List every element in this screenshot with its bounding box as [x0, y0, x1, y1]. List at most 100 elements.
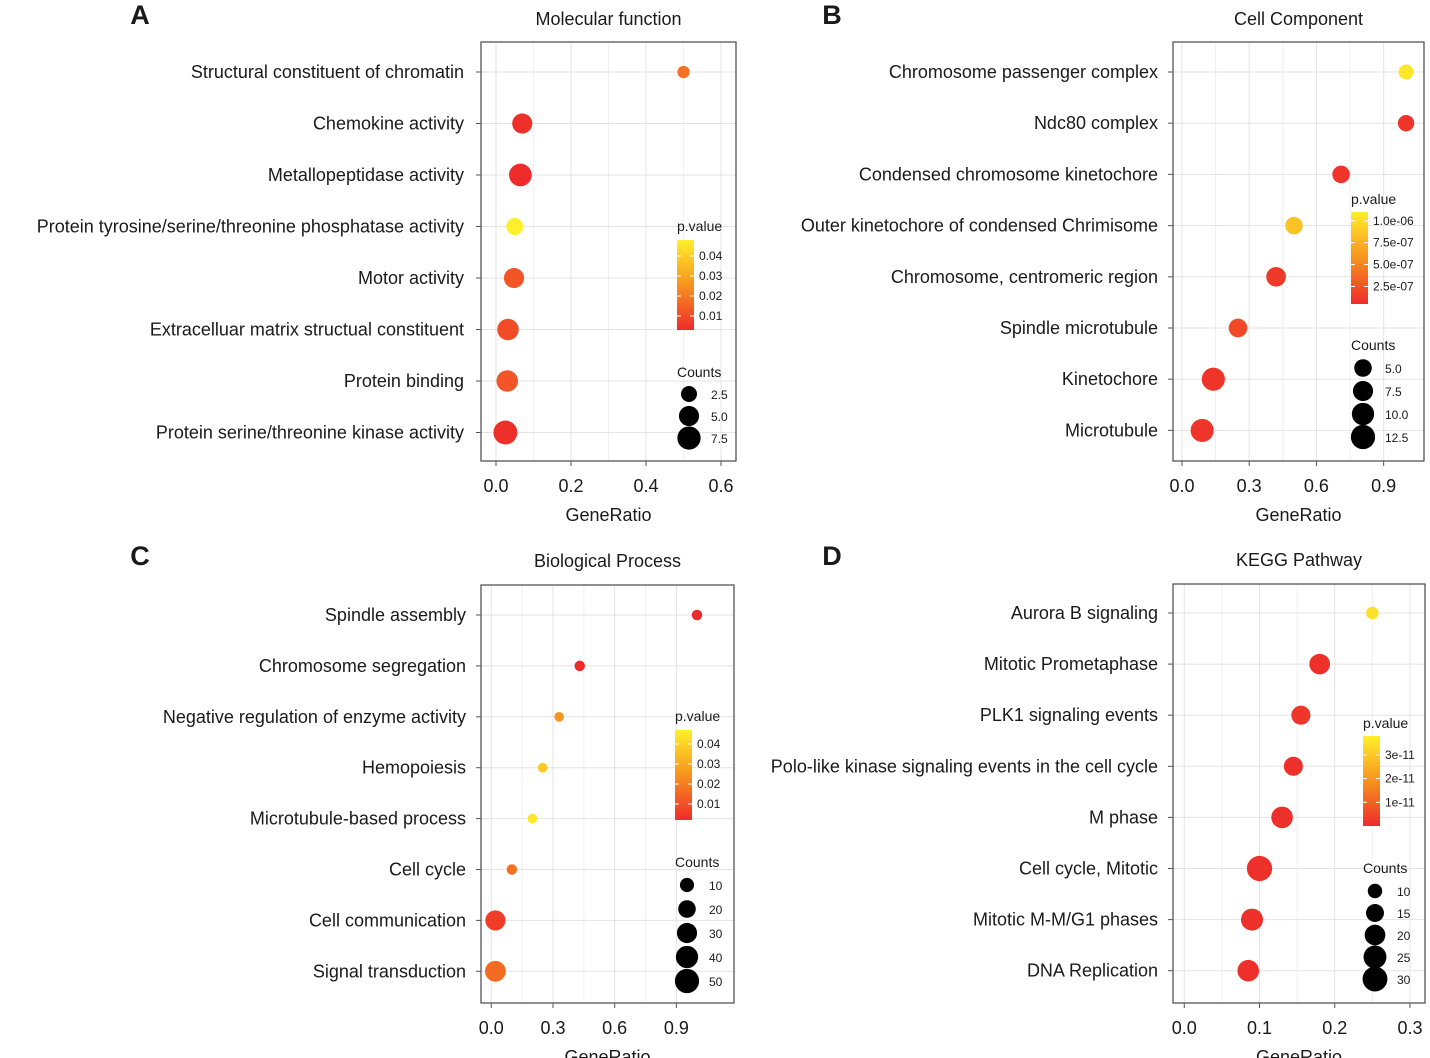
panel-d-counts-tick-label: 20 — [1397, 929, 1411, 943]
panel-c-xtick-label: 0.6 — [602, 1018, 627, 1038]
panel-b-pvalue-tick-label: 5.0e-07 — [1373, 258, 1414, 272]
panel-d-point — [1237, 959, 1260, 982]
panel-b-pvalue-tick-label: 1.0e-06 — [1373, 214, 1414, 228]
panel-d-point — [1366, 606, 1379, 620]
panel-d-category-label: Cell cycle, Mitotic — [1019, 859, 1158, 879]
panel-c-counts-tick-label: 50 — [709, 975, 723, 989]
panel-a-counts-legend-title: Counts — [677, 364, 721, 380]
panel-c-pvalue-tick-label: 0.03 — [697, 757, 721, 771]
panel-c-counts-legend-dot — [674, 968, 700, 994]
panel-a-counts-tick-label: 2.5 — [711, 388, 728, 402]
panel-a-counts-tick-label: 5.0 — [711, 410, 728, 424]
panel-c-category-label: Cell communication — [309, 910, 466, 930]
panel-b-pvalue-colorbar — [1351, 212, 1368, 304]
panel-c-counts-legend-dot — [679, 877, 695, 893]
panel-a-point — [509, 163, 532, 187]
panel-d-category-label: Polo-like kinase signaling events in the… — [771, 756, 1158, 776]
panel-b-xtick-label: 0.0 — [1169, 476, 1194, 496]
panel-a-pvalue-legend-title: p.value — [677, 218, 722, 234]
panel-d-counts-tick-label: 10 — [1397, 885, 1411, 899]
panel-d-counts-tick-label: 25 — [1397, 951, 1411, 965]
panel-d-category-label: Mitotic Prometaphase — [984, 654, 1158, 674]
panel-c-counts-tick-label: 40 — [709, 951, 723, 965]
panel-b-category-label: Microtubule — [1065, 420, 1158, 440]
panel-c-point — [537, 762, 548, 773]
panel-d-point — [1309, 653, 1331, 675]
panel-d-xtick-label: 0.2 — [1322, 1018, 1347, 1038]
panel-c-letter: C — [130, 541, 150, 571]
panel-d-xtick-label: 0.1 — [1247, 1018, 1272, 1038]
panel-b-counts-tick-label: 12.5 — [1385, 431, 1409, 445]
panel-a-pvalue-colorbar — [677, 240, 694, 330]
panel-d-category-label: Aurora B signaling — [1011, 603, 1158, 623]
panel-d: D KEGG Pathway 0.0 0.1 0.2 0.3 GeneRatio Aurora… — [771, 541, 1426, 1058]
panel-d-plot-area — [1173, 584, 1425, 1003]
panel-d-category-label: PLK1 signaling events — [980, 705, 1158, 725]
panel-b-pvalue-tick-label: 7.5e-07 — [1373, 236, 1414, 250]
panel-b-counts-tick-label: 7.5 — [1385, 385, 1402, 399]
panel-a-point — [503, 267, 525, 289]
panel-b-counts-legend-dot — [1352, 380, 1374, 402]
panel-b-counts-legend-dot — [1350, 424, 1376, 450]
panel-b-counts-legend-dot — [1354, 359, 1372, 377]
panel-d-point — [1271, 806, 1293, 829]
panel-d-pvalue-colorbar — [1363, 736, 1380, 826]
panel-b-xtick-label: 0.3 — [1237, 476, 1262, 496]
panel-c-counts-legend-dot — [675, 945, 699, 969]
panel-d-letter: D — [822, 541, 842, 571]
panel-b-point — [1285, 216, 1303, 235]
panel-c-category-label: Negative regulation of enzyme activity — [163, 707, 466, 727]
panel-d-pvalue-legend-title: p.value — [1363, 715, 1408, 731]
panel-b-category-label: Chromosome passenger complex — [889, 62, 1158, 82]
panel-d-counts-legend-dot — [1362, 966, 1388, 992]
panel-a-counts-tick-label: 7.5 — [711, 432, 728, 446]
panel-c-plot-area — [481, 585, 734, 1003]
panel-c-pvalue-tick-label: 0.01 — [697, 797, 721, 811]
panel-c-pvalue-colorbar — [675, 730, 692, 820]
panel-d-xtick-label: 0.0 — [1172, 1018, 1197, 1038]
panel-c-category-label: Cell cycle — [389, 860, 466, 880]
panel-c-point — [485, 910, 506, 931]
panel-a-category-label: Structural constituent of chromatin — [191, 62, 464, 82]
panel-c-point — [527, 813, 538, 824]
panel-a-category-label: Metallopeptidase activity — [268, 165, 464, 185]
panel-d-category-label: M phase — [1089, 807, 1158, 827]
panel-c-category-label: Chromosome segregation — [259, 656, 466, 676]
panel-c-counts-tick-label: 30 — [709, 927, 723, 941]
panel-d-counts-legend-title: Counts — [1363, 860, 1407, 876]
panel-b-point — [1201, 367, 1225, 391]
panel-b-pvalue-legend-title: p.value — [1351, 191, 1396, 207]
panel-b-point — [1332, 165, 1350, 184]
panel-b-point — [1266, 266, 1286, 287]
panel-b-category-label: Condensed chromosome kinetochore — [859, 164, 1158, 184]
panel-a-point — [506, 218, 524, 235]
panel-b-plot-area — [1173, 42, 1424, 461]
panel-b-point — [1228, 318, 1248, 338]
panel-a-point — [497, 318, 519, 341]
panel-a-xtick-label: 0.6 — [708, 476, 733, 496]
panel-c-category-label: Hemopoiesis — [362, 758, 466, 778]
panel-a-frame — [480, 41, 737, 462]
panel-d-title: KEGG Pathway — [1236, 550, 1362, 570]
panel-c-title: Biological Process — [534, 551, 681, 571]
panel-c-counts-tick-label: 10 — [709, 879, 723, 893]
panel-a-counts-legend-dot — [678, 405, 700, 427]
panel-b-pvalue-tick-label: 2.5e-07 — [1373, 279, 1414, 293]
panel-a-title: Molecular function — [535, 9, 681, 29]
panel-d-pvalue-tick-label: 3e-11 — [1385, 748, 1415, 762]
panel-c-pvalue-legend-title: p.value — [675, 708, 720, 724]
panel-d-point — [1240, 908, 1264, 931]
panel-a-category-label: Motor activity — [358, 268, 464, 288]
panel-a-category-label: Extracelluar matrix structual constituen… — [150, 320, 464, 340]
panel-c-pvalue-tick-label: 0.04 — [697, 737, 721, 751]
panel-a-pvalue-tick-label: 0.01 — [699, 309, 723, 323]
panel-c-point — [554, 711, 564, 722]
panel-b-xtick-label: 0.9 — [1371, 476, 1396, 496]
panel-b-category-label: Kinetochore — [1062, 369, 1158, 389]
panel-b-category-label: Ndc80 complex — [1034, 113, 1158, 133]
panel-b: B Cell Component 0.0 0.3 0.6 0.9 GeneRatio Chro… — [801, 0, 1425, 525]
panel-c-point — [574, 660, 585, 672]
panel-a-pvalue-tick-label: 0.04 — [699, 249, 723, 263]
panel-a-point — [677, 65, 690, 79]
